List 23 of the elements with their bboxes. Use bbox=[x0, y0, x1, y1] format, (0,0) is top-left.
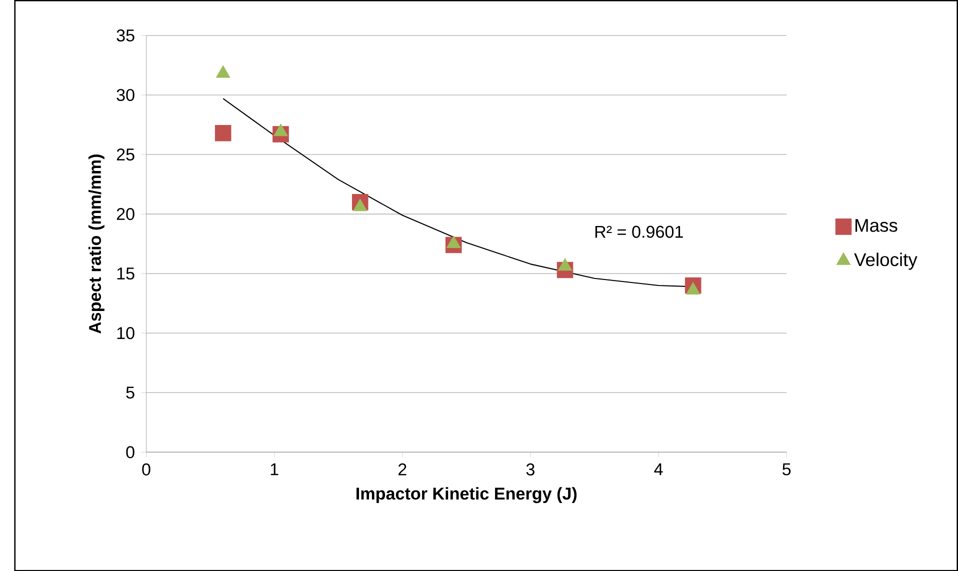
y-tick-label: 20 bbox=[116, 208, 134, 220]
y-tick-label: 25 bbox=[116, 148, 134, 160]
x-tick-label: 2 bbox=[398, 463, 406, 476]
x-tick-label: 4 bbox=[654, 463, 663, 475]
legend-label: Velocity bbox=[854, 252, 918, 270]
x-tick-label: 0 bbox=[142, 463, 150, 476]
point bbox=[353, 198, 368, 211]
point bbox=[274, 124, 288, 136]
x-tick-label: 1 bbox=[270, 463, 278, 475]
y-tick-label: 5 bbox=[126, 386, 134, 398]
x-tick-label: 3 bbox=[526, 463, 534, 476]
y-tick-label: 35 bbox=[116, 29, 134, 42]
x-axis-title: Impactor Kinetic Energy (J) bbox=[356, 486, 577, 503]
y-tick-label: 0 bbox=[126, 446, 134, 458]
legend-label: Mass bbox=[856, 218, 898, 232]
annotation: R² = 0.9601 bbox=[595, 226, 683, 238]
y-tick-label: 30 bbox=[116, 88, 134, 101]
y-axis-title: Aspect ratio (mm/mm) bbox=[88, 154, 104, 334]
point bbox=[214, 124, 232, 142]
y-tick-label: 10 bbox=[117, 326, 134, 339]
point bbox=[216, 65, 230, 78]
y-tick-label: 15 bbox=[117, 267, 134, 280]
x-tick-label: 5 bbox=[782, 463, 791, 476]
